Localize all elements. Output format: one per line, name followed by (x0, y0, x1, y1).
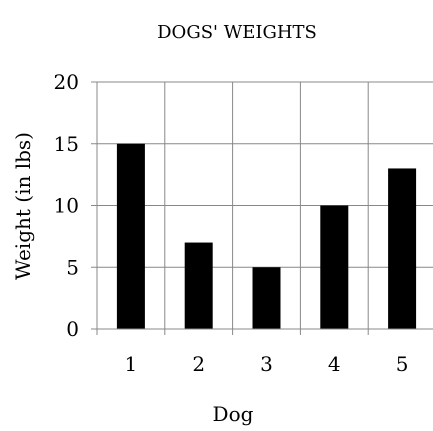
y-tick-label: 20 (54, 70, 79, 94)
y-tick-label: 15 (54, 132, 79, 156)
grid (97, 81, 433, 329)
bars (116, 143, 417, 329)
y-tick-label: 10 (54, 194, 79, 218)
bar-dog-5 (388, 168, 417, 329)
chart-title: DOGS' WEIGHTS (157, 22, 317, 43)
bar-dog-2 (184, 242, 213, 329)
axes (91, 81, 433, 335)
bar-dog-4 (320, 205, 349, 329)
tick-labels: 0 5 10 15 20 1 2 3 4 5 (54, 70, 409, 376)
x-tick-label: 1 (125, 352, 138, 376)
bar-dog-1 (116, 143, 145, 329)
y-tick-label: 5 (66, 255, 79, 279)
x-tick-label: 2 (192, 352, 205, 376)
y-tick-label: 0 (66, 317, 79, 341)
x-axis-label: Dog (213, 402, 254, 426)
x-tick-label: 4 (328, 352, 341, 376)
x-tick-label: 3 (260, 352, 273, 376)
bar-dog-3 (252, 267, 281, 329)
y-axis-label: Weight (in lbs) (11, 132, 35, 280)
x-tick-label: 5 (396, 352, 409, 376)
